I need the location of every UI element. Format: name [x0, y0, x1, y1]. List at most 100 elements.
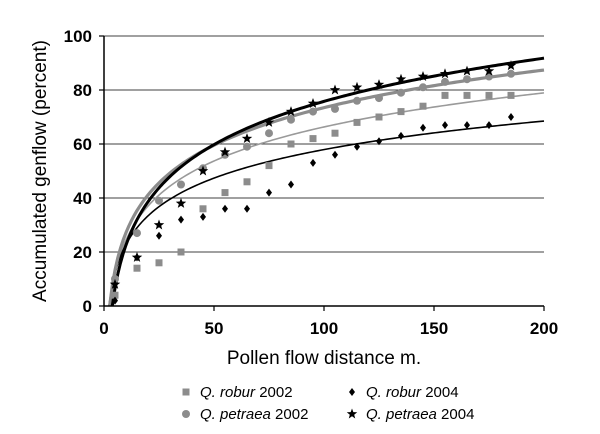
- data-point-diamond: [310, 158, 316, 167]
- data-point-diamond: [442, 121, 448, 130]
- data-point-diamond: [508, 113, 514, 121]
- y-tick-label: 100: [64, 27, 92, 46]
- data-point-square: [111, 291, 119, 299]
- y-tick-label: 20: [73, 243, 92, 262]
- legend-year: 2002: [271, 406, 309, 423]
- data-point-square: [397, 108, 405, 116]
- trendline-star: [110, 56, 545, 307]
- y-axis-title: Accumulated genflow (percent): [30, 40, 51, 302]
- legend-year: 2004: [421, 384, 459, 401]
- data-point-diamond: [398, 131, 404, 140]
- data-point-circle: [287, 115, 295, 124]
- data-point-circle: [397, 88, 405, 97]
- data-point-square: [419, 102, 427, 110]
- y-axis-ticks: 0 20 40 60 80 100: [64, 27, 104, 316]
- data-point-square: [287, 140, 295, 148]
- x-tick-label: 100: [310, 319, 338, 338]
- gridlines: [104, 35, 544, 253]
- data-point-circle: [177, 180, 185, 189]
- data-point-star: [329, 84, 341, 95]
- data-point-diamond: [486, 121, 492, 130]
- data-point-star: [285, 106, 297, 117]
- data-point-diamond: [288, 180, 294, 189]
- plot-area: [103, 35, 545, 307]
- data-point-star: [307, 98, 319, 108]
- data-point-square: [243, 178, 251, 186]
- data-point-square: [309, 135, 317, 143]
- legend-label: Q. robur 2002: [200, 384, 293, 401]
- data-point-star: [197, 165, 209, 176]
- data-point-diamond: [244, 204, 250, 213]
- data-point-star: [153, 219, 165, 230]
- data-point-square: [507, 91, 515, 99]
- x-tick-label: 0: [99, 319, 108, 338]
- data-point-square: [463, 91, 471, 99]
- y-tick-label: 80: [73, 81, 92, 100]
- data-point-star: [483, 65, 495, 76]
- legend-marker-circle: [182, 410, 190, 418]
- trendline-diamond: [108, 120, 545, 307]
- y-tick-label: 40: [73, 189, 92, 208]
- data-point-square: [221, 189, 229, 197]
- data-point-star: [131, 251, 143, 262]
- data-point-star: [461, 65, 473, 76]
- y-tick-label: 0: [83, 297, 92, 316]
- data-point-circle: [485, 72, 493, 81]
- data-point-circle: [353, 96, 361, 105]
- data-point-diamond: [354, 142, 360, 151]
- data-point-diamond: [112, 296, 118, 305]
- data-point-circle: [133, 229, 141, 238]
- data-point-star: [109, 278, 121, 289]
- data-point-diamond: [200, 212, 206, 221]
- data-point-circle: [507, 69, 515, 78]
- data-point-diamond: [332, 150, 338, 159]
- data-point-star: [219, 146, 231, 157]
- legend-label: Q. petraea 2002: [200, 406, 308, 423]
- data-point-star: [351, 81, 363, 92]
- data-point-diamond: [464, 121, 470, 130]
- legend-year: 2004: [437, 406, 475, 423]
- data-markers: [109, 60, 517, 305]
- data-point-diamond: [420, 123, 426, 132]
- data-point-star: [439, 68, 451, 79]
- data-point-diamond: [376, 137, 382, 146]
- data-point-circle: [265, 129, 273, 138]
- legend-marker-square: [182, 388, 190, 396]
- data-point-diamond: [266, 188, 272, 197]
- data-point-square: [177, 248, 185, 256]
- legend-species: Q. robur: [366, 384, 422, 401]
- data-point-circle: [309, 107, 317, 116]
- data-point-square: [331, 129, 339, 137]
- legend-label: Q. petraea 2004: [366, 406, 474, 423]
- data-point-star: [417, 71, 429, 81]
- y-tick-label: 60: [73, 135, 92, 154]
- x-tick-label: 150: [420, 319, 448, 338]
- data-point-square: [133, 264, 141, 272]
- trendline-circle: [108, 68, 545, 307]
- legend-marker-diamond: [349, 388, 355, 396]
- data-point-circle: [155, 196, 163, 205]
- data-point-square: [353, 118, 361, 126]
- data-point-star: [395, 73, 407, 84]
- data-point-diamond: [222, 204, 228, 213]
- legend-label: Q. robur 2004: [366, 384, 459, 401]
- data-point-circle: [463, 75, 471, 84]
- data-point-square: [199, 205, 207, 213]
- data-point-circle: [419, 83, 427, 92]
- data-point-square: [265, 162, 273, 170]
- x-axis-title: Pollen flow distance m.: [227, 348, 421, 369]
- data-point-diamond: [156, 231, 162, 240]
- data-point-diamond: [178, 215, 184, 224]
- legend-year: 2002: [255, 384, 293, 401]
- data-point-star: [505, 60, 517, 71]
- data-point-square: [375, 113, 383, 121]
- data-point-star: [373, 79, 385, 90]
- data-point-circle: [331, 104, 339, 113]
- x-tick-label: 200: [530, 319, 558, 338]
- data-point-square: [441, 91, 449, 99]
- legend-species: Q. petraea: [200, 406, 271, 423]
- data-point-circle: [441, 77, 449, 86]
- trendlines: [108, 56, 545, 307]
